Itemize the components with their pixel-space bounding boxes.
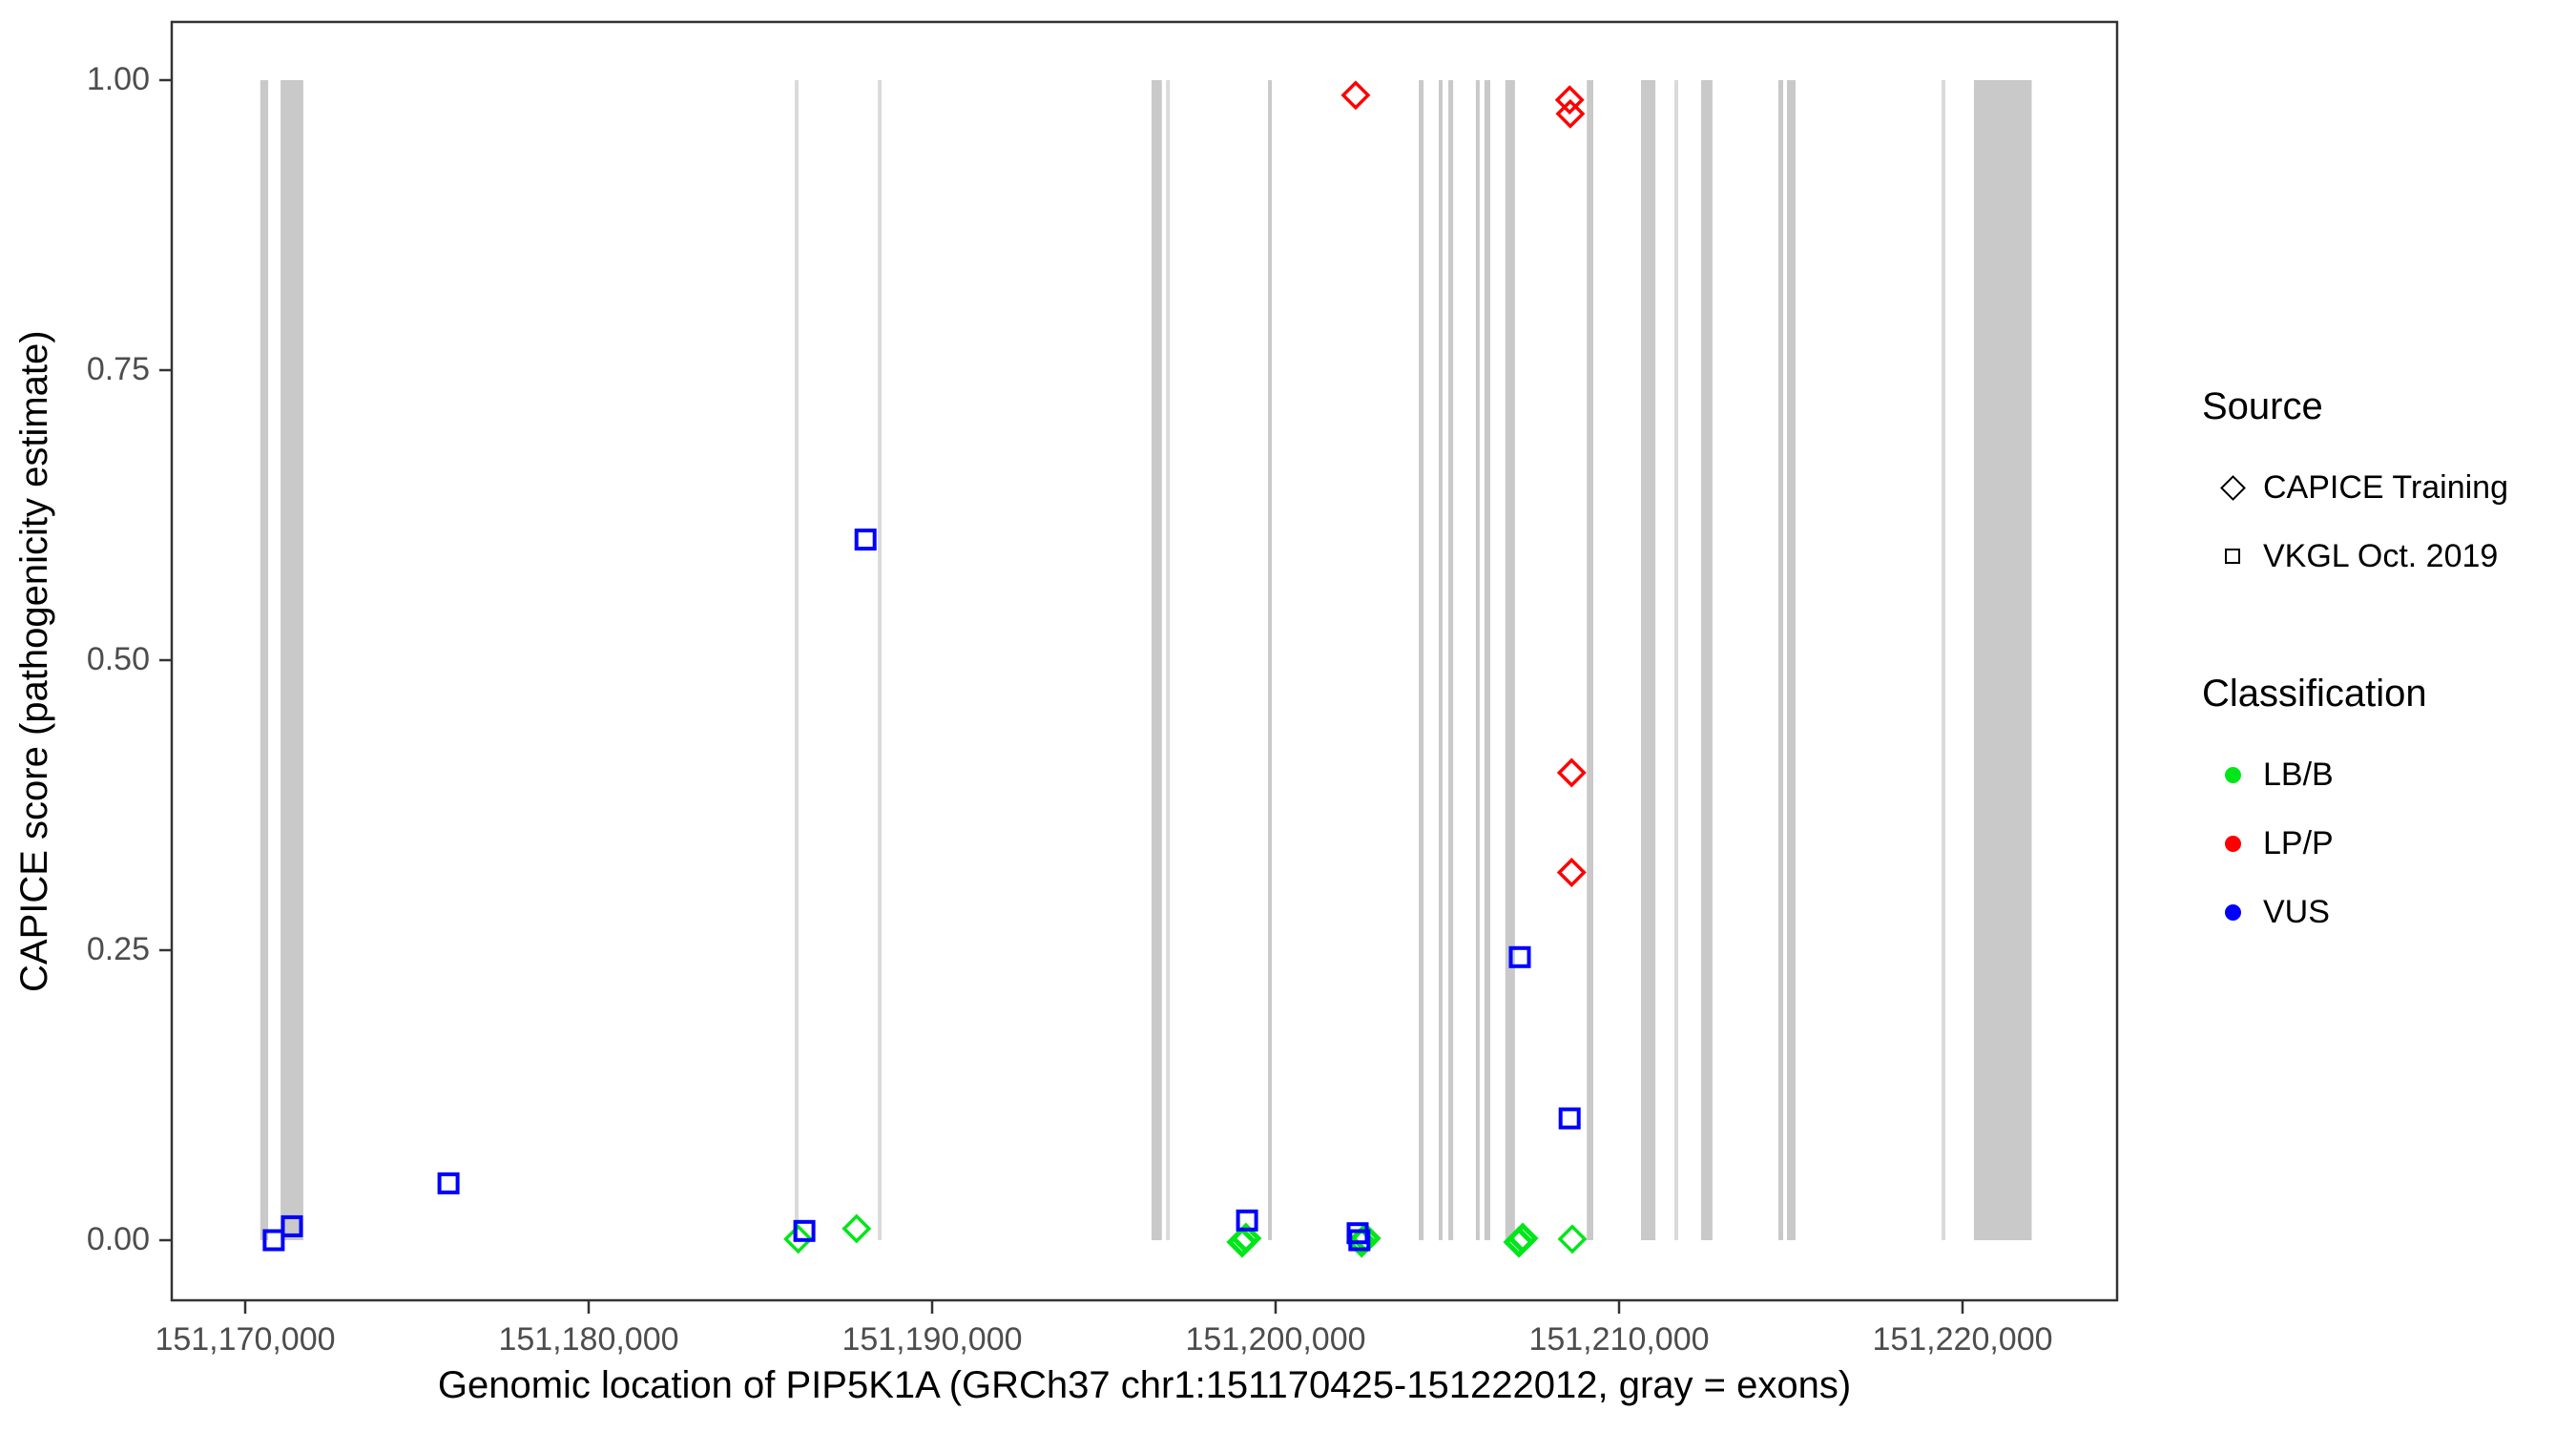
x-tick-label: 151,220,000 xyxy=(1872,1321,2053,1358)
y-tick-label: 0.25 xyxy=(86,931,150,968)
x-tick-label: 151,170,000 xyxy=(155,1321,336,1358)
exon-bar xyxy=(878,80,883,1240)
legend-item-label: VUS xyxy=(2263,893,2330,930)
x-tick-label: 151,190,000 xyxy=(841,1321,1023,1358)
legend-item-label: LP/P xyxy=(2263,824,2334,861)
data-point xyxy=(1557,1224,1588,1255)
data-point xyxy=(854,529,877,551)
legend-classification-title: Classification xyxy=(2202,673,2427,715)
data-point xyxy=(280,1214,303,1237)
x-axis-title: Genomic location of PIP5K1A (GRCh37 chr1… xyxy=(437,1364,1852,1406)
red-dot-icon xyxy=(2202,835,2263,852)
exon-bar xyxy=(1419,80,1424,1240)
exon-bar xyxy=(1484,80,1490,1240)
exon-bar xyxy=(1505,80,1515,1240)
data-point xyxy=(1506,1222,1539,1255)
exon-bar xyxy=(1152,80,1162,1240)
x-tick-label: 151,200,000 xyxy=(1185,1321,1366,1358)
exon-bar xyxy=(1641,80,1656,1240)
data-point xyxy=(1556,757,1587,788)
data-point xyxy=(1558,1107,1581,1130)
legend-item-vus: VUS xyxy=(2202,878,2565,946)
y-tick-label: 0.00 xyxy=(86,1221,150,1257)
data-point xyxy=(783,1224,814,1255)
legend-item-lbb: LB/B xyxy=(2202,740,2565,809)
exon-bar xyxy=(1439,80,1443,1240)
exon-bar xyxy=(795,80,799,1240)
exon-bar xyxy=(260,80,269,1240)
data-point xyxy=(793,1219,816,1242)
y-tick-label: 0.75 xyxy=(86,351,150,388)
legend: Source CAPICE Training VKGL Oct. 2019 Cl… xyxy=(2202,385,2565,946)
data-point xyxy=(437,1172,460,1194)
exon-bar xyxy=(1448,80,1454,1240)
exon-bar xyxy=(1787,80,1796,1240)
legend-item-label: LB/B xyxy=(2263,756,2334,793)
x-tick-label: 151,180,000 xyxy=(498,1321,679,1358)
legend-item-vkgl: VKGL Oct. 2019 xyxy=(2202,522,2565,591)
legend-item-lpp: LP/P xyxy=(2202,809,2565,878)
data-point xyxy=(1554,85,1585,115)
data-point xyxy=(262,1229,285,1252)
exon-bar xyxy=(1942,80,1945,1240)
legend-source-title: Source xyxy=(2202,385,2323,427)
legend-spacer xyxy=(2202,591,2565,673)
exon-bar xyxy=(280,80,303,1240)
diamond-marker-icon xyxy=(2202,474,2263,501)
data-point xyxy=(1555,98,1586,129)
exon-bar xyxy=(1778,80,1783,1240)
exon-bar xyxy=(1268,80,1273,1240)
exon-bar xyxy=(1475,80,1480,1240)
panel-border xyxy=(170,20,2119,1302)
y-tick-label: 0.50 xyxy=(86,641,150,678)
exon-bar xyxy=(1587,80,1593,1240)
legend-item-capice-training: CAPICE Training xyxy=(2202,453,2565,522)
exon-bar xyxy=(1166,80,1171,1240)
data-point xyxy=(1508,945,1531,968)
data-point xyxy=(1230,1222,1262,1255)
blue-dot-icon xyxy=(2202,903,2263,921)
data-point xyxy=(841,1213,872,1244)
legend-item-label: VKGL Oct. 2019 xyxy=(2263,537,2499,574)
x-tick-label: 151,210,000 xyxy=(1528,1321,1710,1358)
exon-bar xyxy=(1701,80,1713,1240)
green-dot-icon xyxy=(2202,766,2263,783)
exon-bar xyxy=(1674,80,1678,1240)
y-tick-label: 1.00 xyxy=(86,61,150,98)
legend-item-label: CAPICE Training xyxy=(2263,468,2508,506)
square-marker-icon xyxy=(2202,549,2263,564)
exon-bar xyxy=(1973,80,2032,1240)
data-point xyxy=(1340,80,1371,111)
data-point xyxy=(1556,858,1587,887)
data-point xyxy=(1348,1229,1371,1252)
data-point xyxy=(1236,1209,1258,1232)
